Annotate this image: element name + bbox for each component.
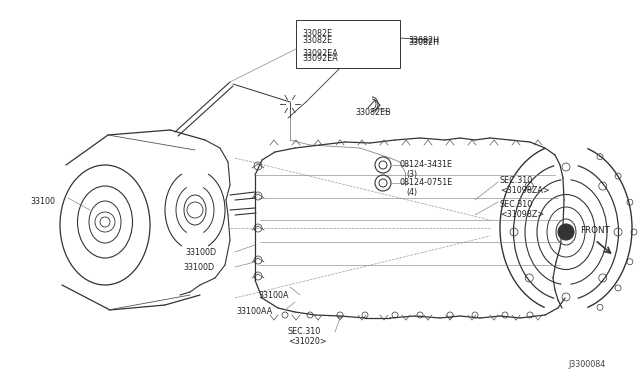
Text: 33092EA: 33092EA: [302, 54, 338, 63]
Text: <31098ZA>: <31098ZA>: [500, 186, 550, 195]
Circle shape: [558, 224, 574, 240]
Text: 08124-3431E: 08124-3431E: [400, 160, 453, 169]
Text: SEC.310: SEC.310: [500, 176, 533, 185]
Text: <31020>: <31020>: [288, 337, 326, 346]
Text: 33100AA: 33100AA: [236, 307, 272, 316]
Text: 33082H: 33082H: [408, 38, 439, 47]
Text: 33082H: 33082H: [408, 35, 439, 45]
Text: <31098Z>: <31098Z>: [500, 210, 544, 219]
Text: 33100D: 33100D: [185, 248, 216, 257]
Text: (4): (4): [406, 188, 417, 197]
Text: SEC.310: SEC.310: [288, 327, 321, 336]
Text: 33100A: 33100A: [258, 291, 289, 300]
Text: 33082E: 33082E: [302, 29, 332, 38]
Text: 33100: 33100: [30, 197, 55, 206]
Text: J3300084: J3300084: [568, 360, 605, 369]
Text: 33082E: 33082E: [302, 36, 332, 45]
Text: 33092EA: 33092EA: [302, 48, 338, 58]
Text: FRONT: FRONT: [580, 226, 610, 235]
Circle shape: [562, 228, 570, 236]
Text: SEC.310: SEC.310: [500, 200, 533, 209]
Bar: [296, 20, 400, 68]
Text: 33082EB: 33082EB: [355, 108, 390, 117]
Text: (3): (3): [406, 170, 417, 179]
Text: 33100D: 33100D: [183, 263, 214, 272]
Text: 08124-0751E: 08124-0751E: [400, 178, 453, 187]
